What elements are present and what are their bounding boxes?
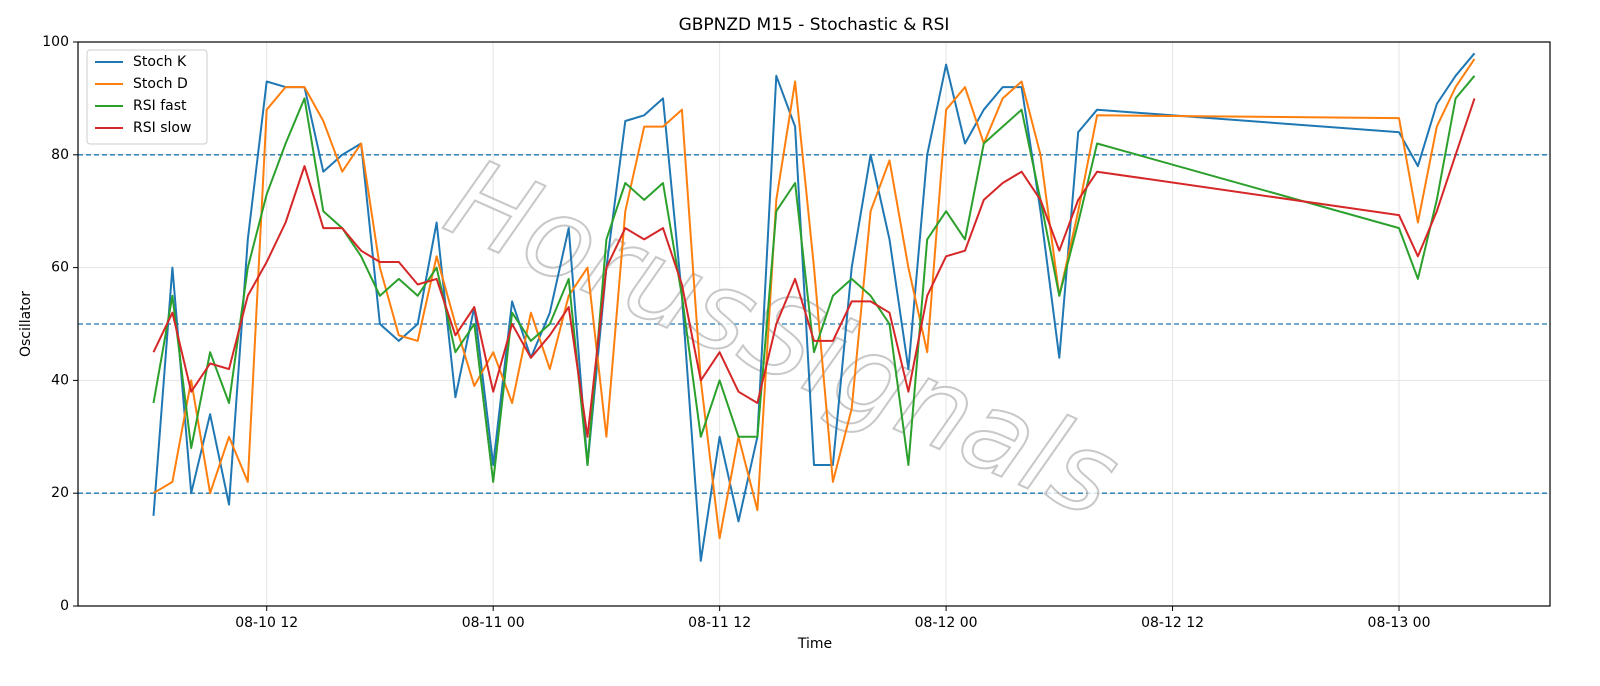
chart-title: GBPNZD M15 - Stochastic & RSI — [679, 15, 950, 35]
x-tick-label: 08-10 12 — [235, 615, 298, 631]
x-tick-label: 08-11 12 — [688, 615, 751, 631]
y-tick-label: 60 — [51, 260, 69, 276]
x-tick-label: 08-12 12 — [1141, 615, 1204, 631]
legend-label: RSI fast — [133, 98, 187, 114]
legend-label: Stoch K — [133, 54, 187, 70]
x-tick-label: 08-13 00 — [1368, 615, 1431, 631]
legend-box — [86, 49, 208, 145]
y-tick-label: 40 — [51, 372, 69, 388]
series-line — [152, 52, 1476, 562]
plot-frame — [77, 41, 1551, 607]
legend-label: Stoch D — [133, 76, 188, 92]
series-line — [152, 98, 1476, 438]
series-line — [152, 58, 1476, 540]
x-tick-label: 08-12 00 — [915, 615, 978, 631]
y-tick-label: 20 — [51, 485, 69, 501]
x-tick-label: 08-11 00 — [462, 615, 525, 631]
y-tick-label: 80 — [51, 147, 69, 163]
y-tick-label: 100 — [42, 34, 69, 50]
legend-label: RSI slow — [133, 120, 191, 136]
y-tick-label: 0 — [60, 598, 69, 614]
x-axis-label: Time — [797, 636, 832, 652]
series-line — [152, 75, 1476, 483]
y-axis-label: Oscillator — [18, 291, 34, 357]
